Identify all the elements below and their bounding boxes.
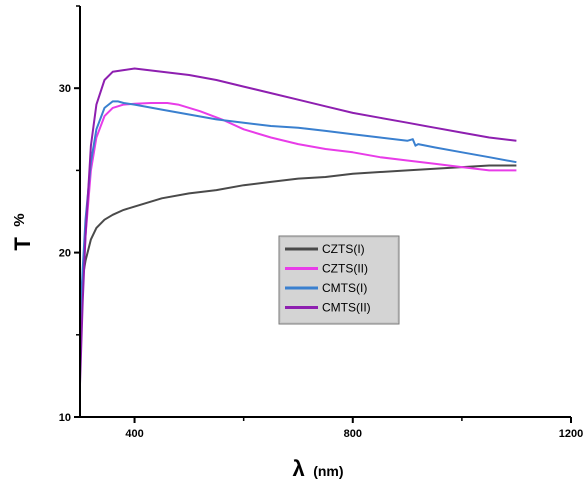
x-tick-label: 800 [344, 428, 362, 440]
series-line-czts-ii [79, 102, 517, 352]
x-axis-symbol: λ [292, 456, 304, 481]
legend-label: CZTS(II) [322, 262, 368, 276]
ticks-layer: 400 800 1200 10 20 30 [59, 5, 583, 440]
series-line-czts-i [79, 164, 517, 303]
x-tick-label: 400 [125, 428, 143, 440]
legend: CZTS(I) CZTS(II) CMTS(I) CMTS(II) [278, 235, 400, 325]
series-line-cmts-i [79, 100, 517, 327]
svg-text:T %: T % [10, 213, 35, 250]
y-axis-unit: % [11, 213, 28, 226]
x-tick-label: 1200 [559, 428, 583, 440]
axes [79, 6, 571, 418]
legend-label: CMTS(I) [322, 281, 367, 295]
y-axis-title: T % [10, 213, 35, 250]
legend-label: CZTS(I) [322, 242, 365, 256]
series-line-cmts-ii [79, 67, 517, 385]
y-axis-symbol: T [10, 237, 35, 251]
y-tick-label: 20 [59, 248, 71, 260]
y-tick-label: 10 [59, 412, 71, 424]
y-tick-label: 30 [59, 83, 71, 95]
x-axis-unit: (nm) [313, 463, 343, 479]
x-axis-title: λ (nm) [292, 456, 343, 481]
series-layer [79, 67, 517, 385]
legend-label: CMTS(II) [322, 301, 371, 315]
